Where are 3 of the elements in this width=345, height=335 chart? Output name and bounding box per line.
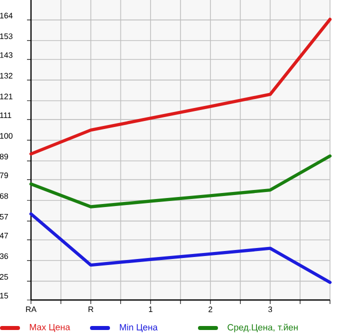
legend-label: Min Цена — [120, 324, 158, 332]
legend-label: Сред.Цена, т.йен — [228, 324, 298, 332]
legend-label: Max Цена — [30, 324, 70, 332]
